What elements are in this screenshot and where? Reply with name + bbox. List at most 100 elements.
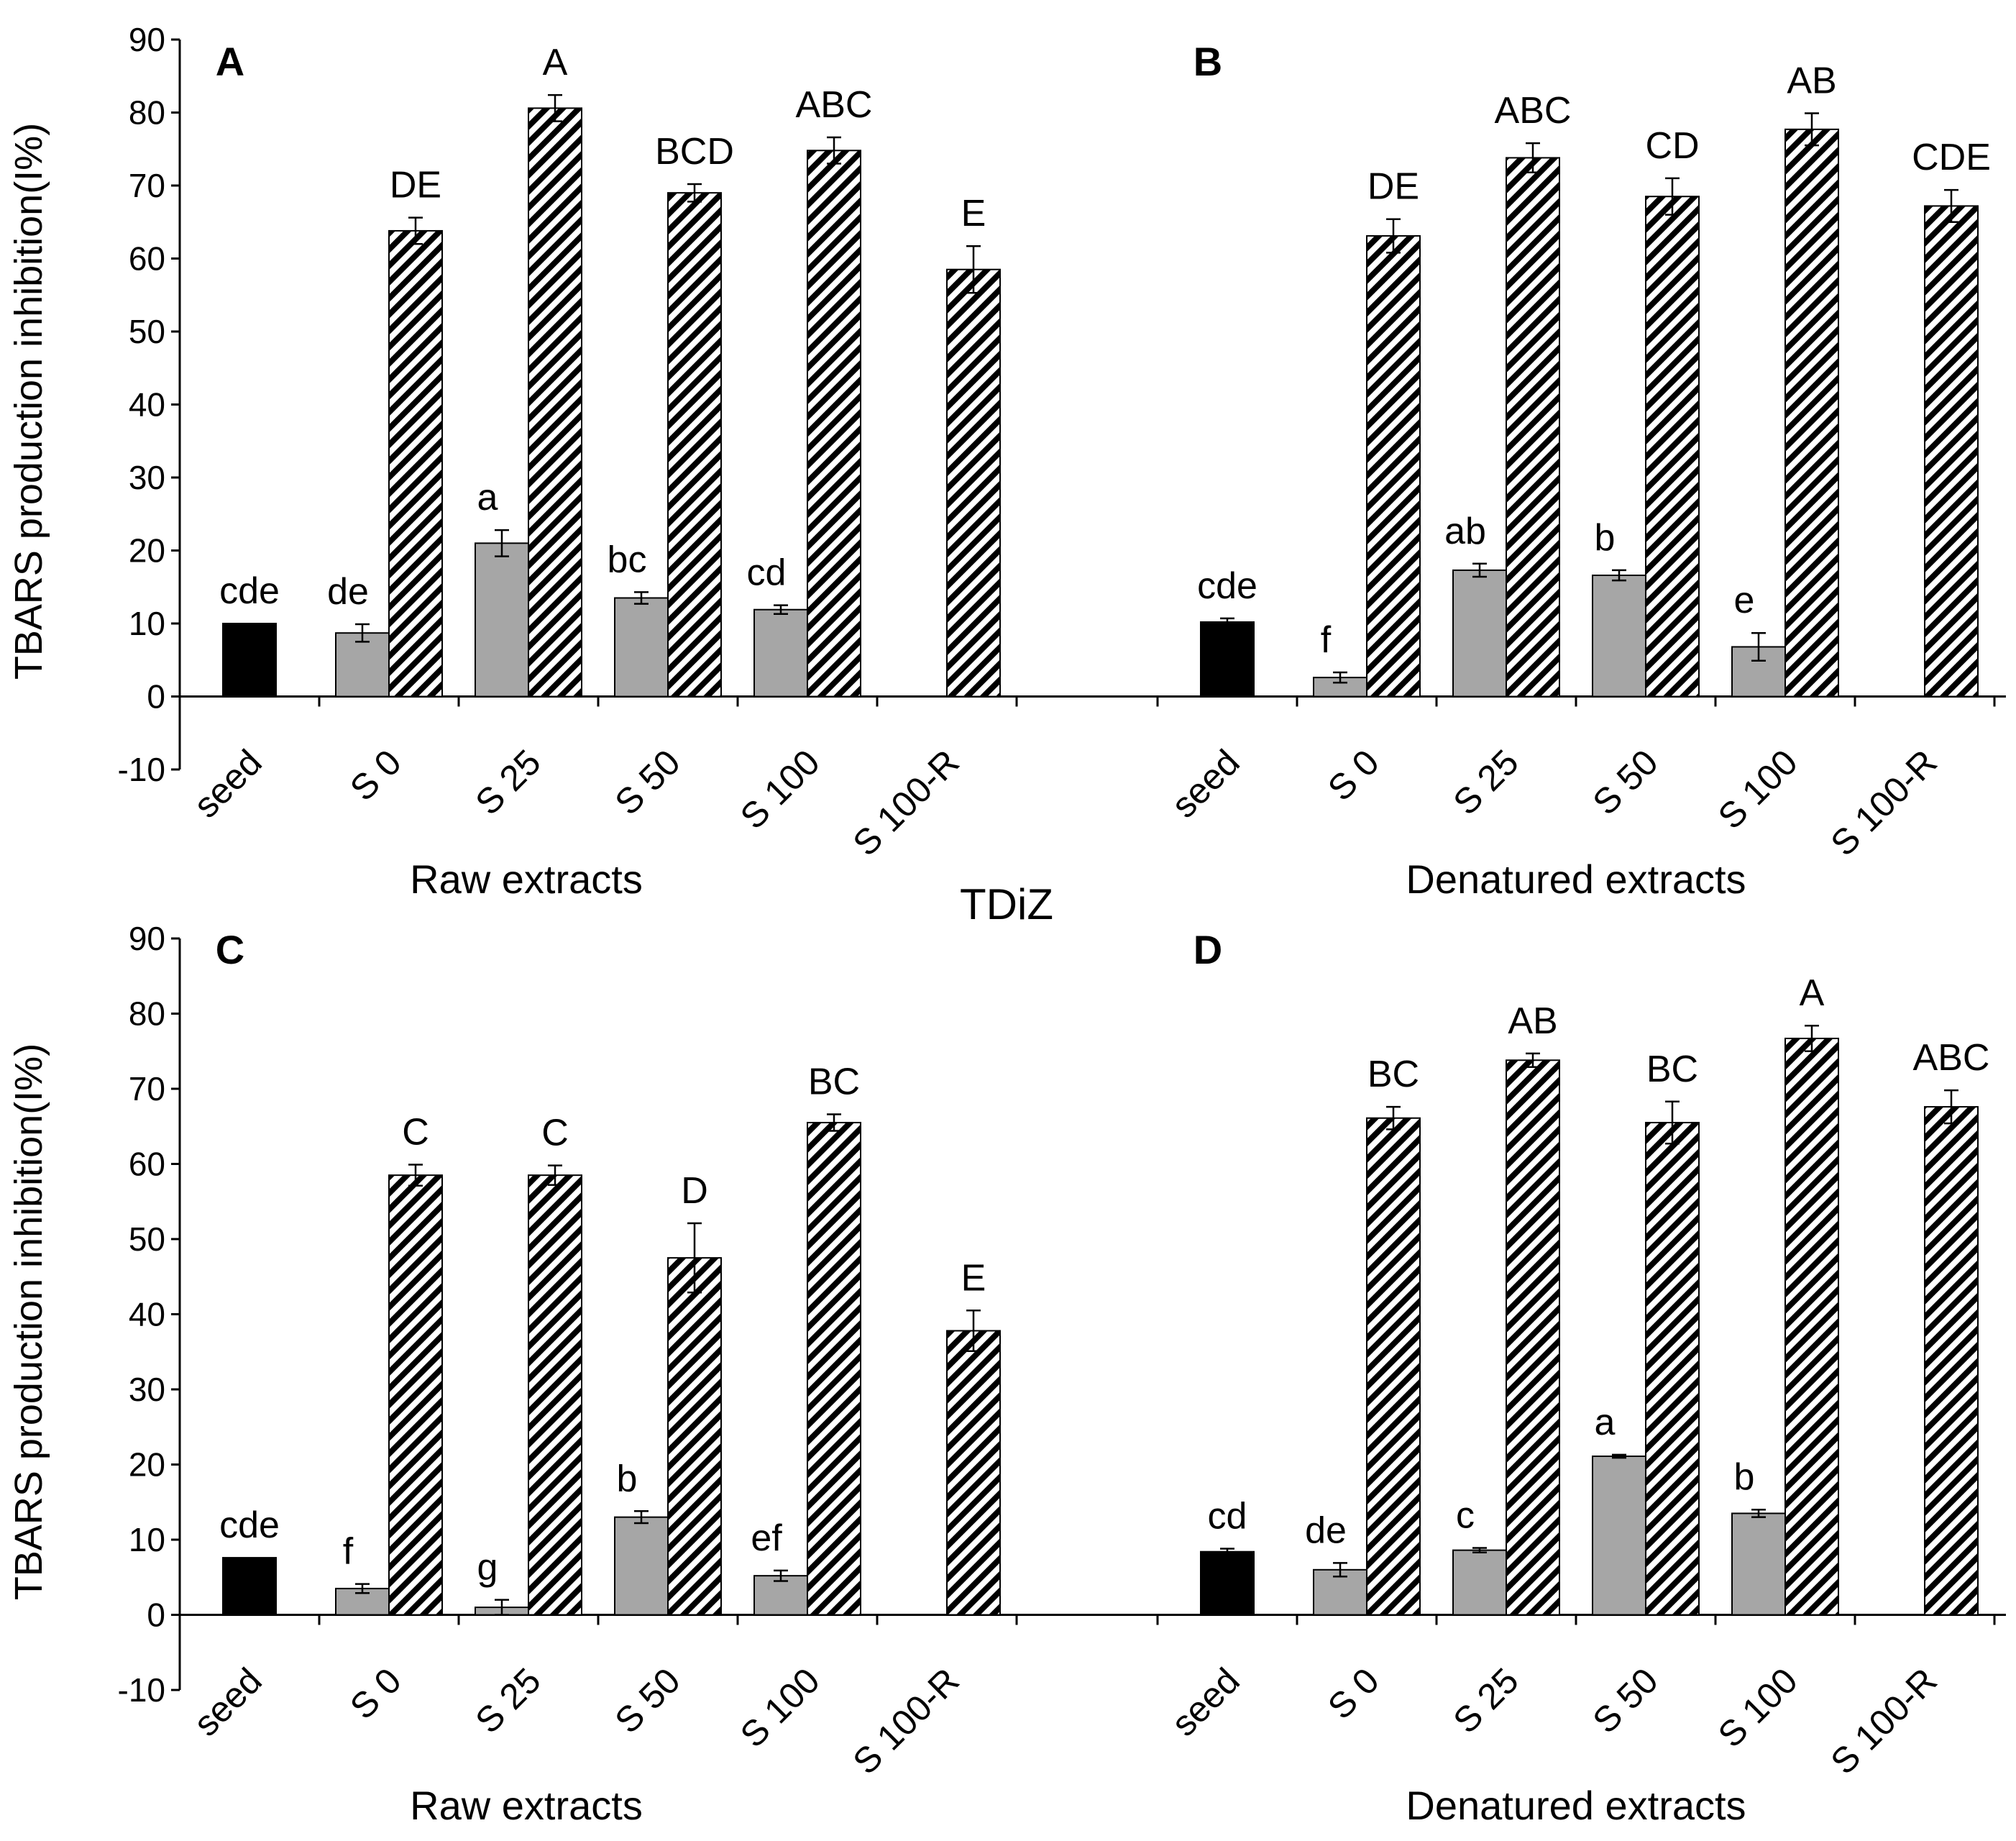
x-tick-label: S 100-R — [845, 742, 966, 864]
bar-hatched — [807, 150, 861, 698]
y-tick-label: 40 — [129, 1296, 165, 1333]
bar-seed — [1200, 1550, 1255, 1616]
bar-hatched — [1645, 1122, 1700, 1616]
y-tick-label: 10 — [129, 605, 165, 642]
significance-label: de — [327, 571, 369, 613]
bar-gray — [1592, 1456, 1646, 1616]
bar-gray — [753, 1575, 808, 1616]
bar-seed — [222, 1557, 277, 1616]
y-tick-label: 30 — [129, 459, 165, 496]
bar-seed — [222, 623, 277, 698]
bar-hatched — [1366, 1117, 1421, 1616]
bar-hatched — [946, 268, 1001, 698]
bar-hatched — [1506, 157, 1560, 698]
y-tick-label: 40 — [129, 386, 165, 424]
significance-label: cd — [1208, 1496, 1247, 1538]
significance-label: BCD — [655, 131, 734, 173]
bar-hatched — [807, 1122, 861, 1616]
bar-hatched — [1924, 205, 1979, 698]
x-tick-label: S 100 — [733, 742, 828, 837]
significance-label: e — [1734, 580, 1755, 621]
panel-label: D — [1193, 927, 1222, 972]
significance-label: f — [343, 1531, 354, 1573]
bar-hatched — [1784, 128, 1839, 698]
bar-gray — [614, 597, 669, 698]
significance-label: CDE — [1912, 137, 1991, 178]
significance-label: C — [541, 1113, 569, 1154]
significance-label: cd — [747, 552, 787, 594]
significance-label: BC — [808, 1061, 860, 1103]
bar-hatched — [1645, 196, 1700, 698]
significance-label: A — [1800, 972, 1825, 1014]
x-tick-label: S 50 — [1585, 1660, 1665, 1741]
bar-gray — [1731, 646, 1786, 698]
group-label: Raw extracts — [410, 856, 643, 902]
significance-label: ABC — [1913, 1037, 1990, 1079]
significance-label: E — [961, 1257, 986, 1299]
y-tick-label: 10 — [129, 1521, 165, 1558]
bar-hatched — [528, 1174, 582, 1616]
y-tick-label: 20 — [129, 532, 165, 570]
x-tick-label: S 100 — [1710, 742, 1805, 837]
significance-label: BC — [1367, 1054, 1419, 1095]
significance-label: b — [1734, 1456, 1755, 1498]
y-tick-label: 20 — [129, 1446, 165, 1484]
x-tick-label: S 25 — [1445, 1660, 1526, 1741]
bar-gray — [614, 1516, 669, 1616]
y-tick-label: 0 — [147, 678, 165, 716]
y-tick-label: 50 — [129, 313, 165, 350]
y-tick-label: -10 — [118, 751, 165, 788]
x-tick-label: seed — [186, 742, 270, 826]
bar-gray — [1592, 575, 1646, 698]
panel-label: B — [1193, 39, 1222, 84]
significance-label: BC — [1646, 1049, 1698, 1090]
x-tick-label: S 50 — [607, 742, 687, 823]
significance-label: ef — [751, 1517, 782, 1559]
significance-label: bc — [608, 539, 647, 580]
significance-label: de — [1305, 1509, 1347, 1551]
significance-label: b — [617, 1458, 638, 1499]
significance-label: ABC — [796, 84, 873, 126]
x-tick-label: S 100-R — [1823, 1660, 1944, 1782]
bar-gray — [1731, 1512, 1786, 1616]
x-tick-label: S 25 — [467, 1660, 548, 1741]
bar-hatched — [528, 107, 582, 698]
significance-label: A — [543, 42, 568, 83]
group-label: Denatured extracts — [1406, 856, 1746, 902]
panel-label: A — [216, 39, 244, 84]
bar-gray — [335, 632, 390, 698]
group-label: Raw extracts — [410, 1783, 643, 1828]
bar-hatched — [1924, 1106, 1979, 1616]
significance-label: AB — [1508, 1000, 1557, 1042]
x-tick-label: S 0 — [1320, 742, 1387, 809]
bar-hatched — [388, 1174, 443, 1616]
figure-center-label: TDiZ — [960, 880, 1053, 928]
significance-label: a — [1595, 1402, 1616, 1443]
y-tick-label: 30 — [129, 1371, 165, 1408]
x-tick-label: S 100-R — [1823, 742, 1944, 864]
x-tick-label: S 100 — [1710, 1660, 1805, 1755]
significance-label: f — [1321, 619, 1332, 661]
significance-label: DE — [390, 165, 441, 206]
x-tick-label: S 0 — [1320, 1660, 1387, 1727]
x-tick-label: S 50 — [1585, 742, 1665, 823]
bar-hatched — [1784, 1037, 1839, 1616]
significance-label: CD — [1645, 125, 1699, 167]
y-tick-label: 0 — [147, 1596, 165, 1634]
significance-label: g — [477, 1547, 498, 1589]
bar-hatched — [667, 1257, 722, 1616]
bar-gray — [1452, 569, 1507, 698]
x-tick-label: S 50 — [607, 1660, 687, 1741]
y-tick-label: 90 — [129, 21, 165, 58]
significance-label: C — [402, 1112, 429, 1154]
y-tick-label: 50 — [129, 1220, 165, 1258]
bar-hatched — [667, 192, 722, 698]
significance-label: a — [477, 477, 498, 519]
y-axis-label-bottom: TBARS production inhibition(I%) — [7, 1043, 50, 1600]
significance-label: cde — [1197, 565, 1257, 607]
